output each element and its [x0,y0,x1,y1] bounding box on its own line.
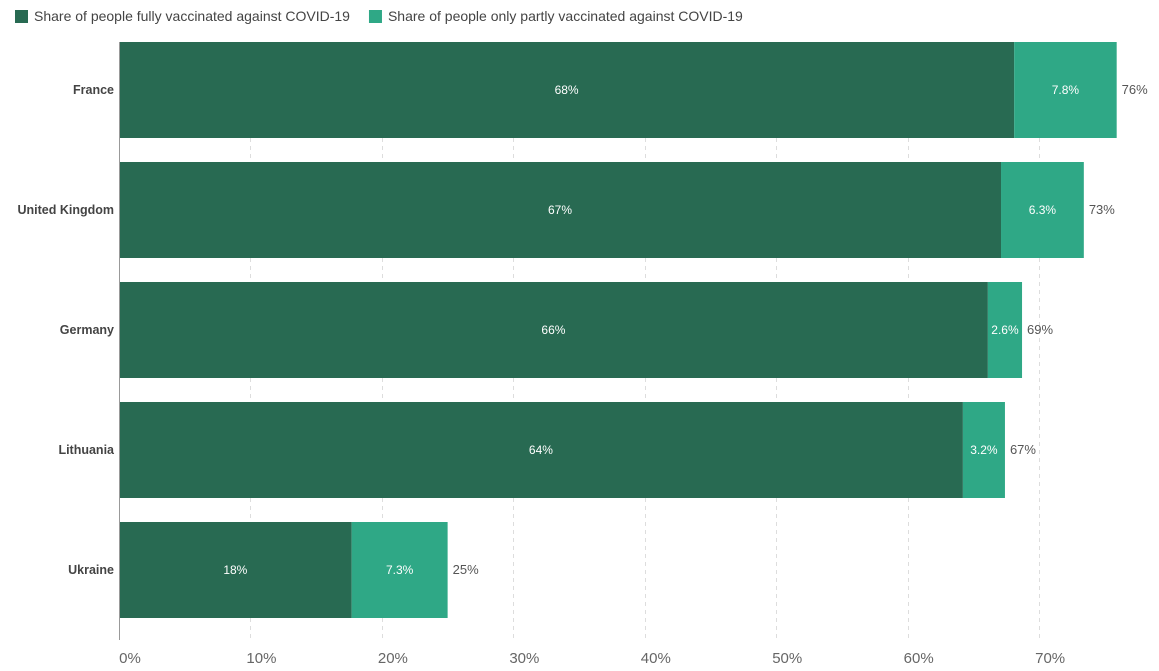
category-labels: France United Kingdom Germany Lithuania Ukra… [17,83,115,577]
x-tick-label: 70% [1035,650,1065,667]
bar-value-label: 3.2% [970,443,998,457]
x-tick-label: 10% [246,650,276,667]
legend-label-0: Share of people fully vaccinated against… [34,8,350,24]
category-label: United Kingdom [17,203,114,217]
bar-value-label: 18% [223,563,247,577]
bar-value-label: 2.6% [991,323,1019,337]
category-label: Ukraine [68,563,114,577]
bar-total-label: 67% [1010,442,1036,457]
bar-lithuania-series-1 [962,402,1005,498]
bar-germany-series-1 [987,282,1023,378]
bar-ukraine-series-1 [351,522,448,618]
x-tick-label: 30% [509,650,539,667]
bar-germany-series-0 [119,282,988,378]
legend: Share of people fully vaccinated against… [15,8,743,24]
x-axis: 0% 10% 20% 30% 40% 50% 60% 70% [119,42,1065,667]
bar-value-label: 66% [541,323,565,337]
bar-united-kingdom-series-1 [1001,162,1084,258]
bar-lithuania-series-0 [119,402,963,498]
category-label: France [73,83,114,97]
bar-united-kingdom-series-0 [119,162,1002,258]
x-tick-label: 20% [378,650,408,667]
x-tick-label: 60% [904,650,934,667]
bar-value-label: 6.3% [1029,203,1057,217]
x-tick-label: 40% [641,650,671,667]
bar-total-label: 25% [453,562,479,577]
bar-value-label: 7.3% [386,563,414,577]
category-label: Lithuania [58,443,115,457]
x-tick-label: 50% [772,650,802,667]
bar-value-label: 68% [555,83,579,97]
bar-total-label: 69% [1027,322,1053,337]
bar-value-label: 7.8% [1052,83,1080,97]
bar-value-label: 64% [529,443,553,457]
bar-total-label: 76% [1122,82,1148,97]
category-label: Germany [60,323,114,337]
bar-total-label: 73% [1089,202,1115,217]
bar-france-series-0 [119,42,1015,138]
x-tick-label: 0% [119,650,141,667]
legend-label-1: Share of people only partly vaccinated a… [388,8,743,24]
legend-swatch-1 [368,10,382,23]
bar-value-label: 67% [548,203,572,217]
bar-ukraine-series-0 [119,522,352,618]
bars: 68% 7.8% 76% 67% 6.3% 73% 66% 2.6% 69% 64% 3.2% 67%… [119,42,1148,618]
legend-swatch-0 [15,10,28,23]
bar-france-series-1 [1014,42,1117,138]
